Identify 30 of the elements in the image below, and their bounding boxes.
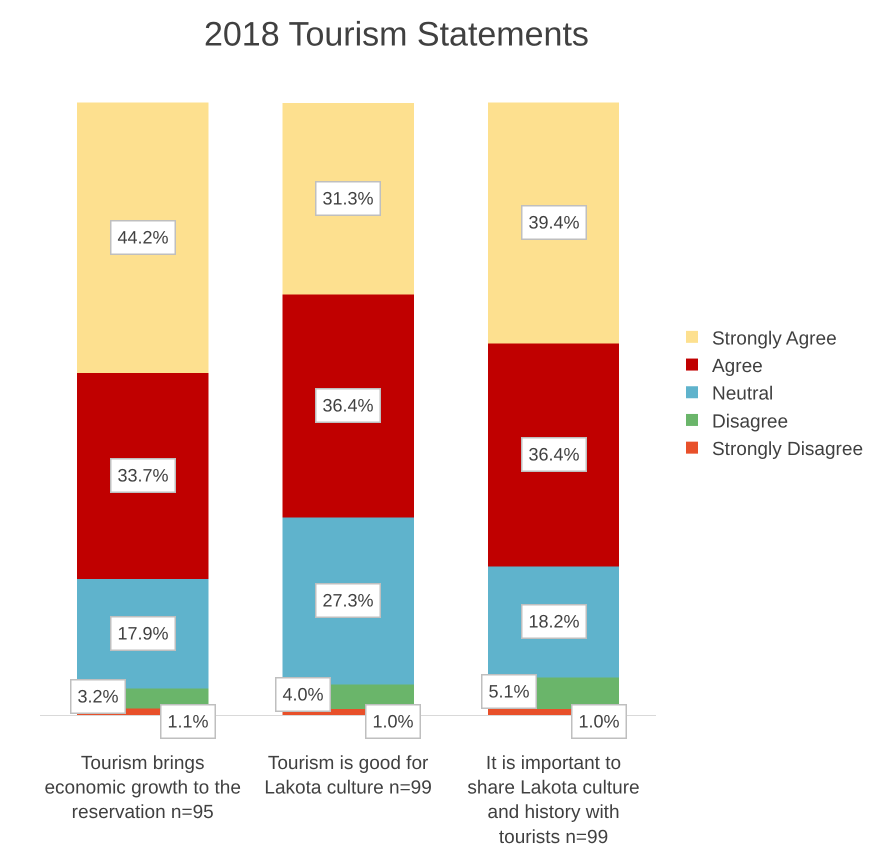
data-label: 18.2% bbox=[528, 612, 580, 632]
bar bbox=[282, 102, 414, 294]
x-tick-label: It is important to share Lakota culture and history with tourists n=99 bbox=[467, 752, 640, 848]
legend-label: Strongly Agree bbox=[712, 328, 837, 350]
data-label: 44.2% bbox=[118, 228, 169, 248]
legend-label: Strongly Disagree bbox=[712, 439, 864, 460]
legend-label: Neutral bbox=[712, 384, 774, 405]
data-label: 5.1% bbox=[488, 682, 530, 702]
data-label: 27.3% bbox=[322, 590, 374, 610]
legend-label: Agree bbox=[712, 356, 763, 377]
chart-title: 2018 Tourism Statements bbox=[204, 15, 589, 54]
data-label: 36.4% bbox=[528, 444, 580, 464]
data-label: 36.4% bbox=[322, 396, 374, 416]
data-label: 39.4% bbox=[528, 212, 580, 232]
data-label: 4.0% bbox=[282, 684, 324, 704]
x-tick-label: Tourism brings economic growth to the reservation n=95 bbox=[44, 752, 241, 824]
bar bbox=[488, 343, 620, 566]
data-label: 1.0% bbox=[372, 712, 414, 732]
legend-label: Disagree bbox=[712, 411, 788, 432]
data-label: 33.7% bbox=[118, 466, 169, 486]
bar bbox=[488, 102, 620, 344]
data-label: 31.3% bbox=[322, 188, 374, 208]
bar bbox=[76, 372, 208, 580]
data-label: 17.9% bbox=[118, 624, 169, 644]
bar bbox=[76, 102, 208, 373]
bar bbox=[282, 294, 414, 518]
x-tick-label: Tourism is good for Lakota culture n=99 bbox=[264, 752, 432, 798]
data-label: 1.1% bbox=[168, 712, 209, 732]
data-label: 3.2% bbox=[78, 686, 119, 706]
data-label: 1.0% bbox=[578, 712, 620, 732]
